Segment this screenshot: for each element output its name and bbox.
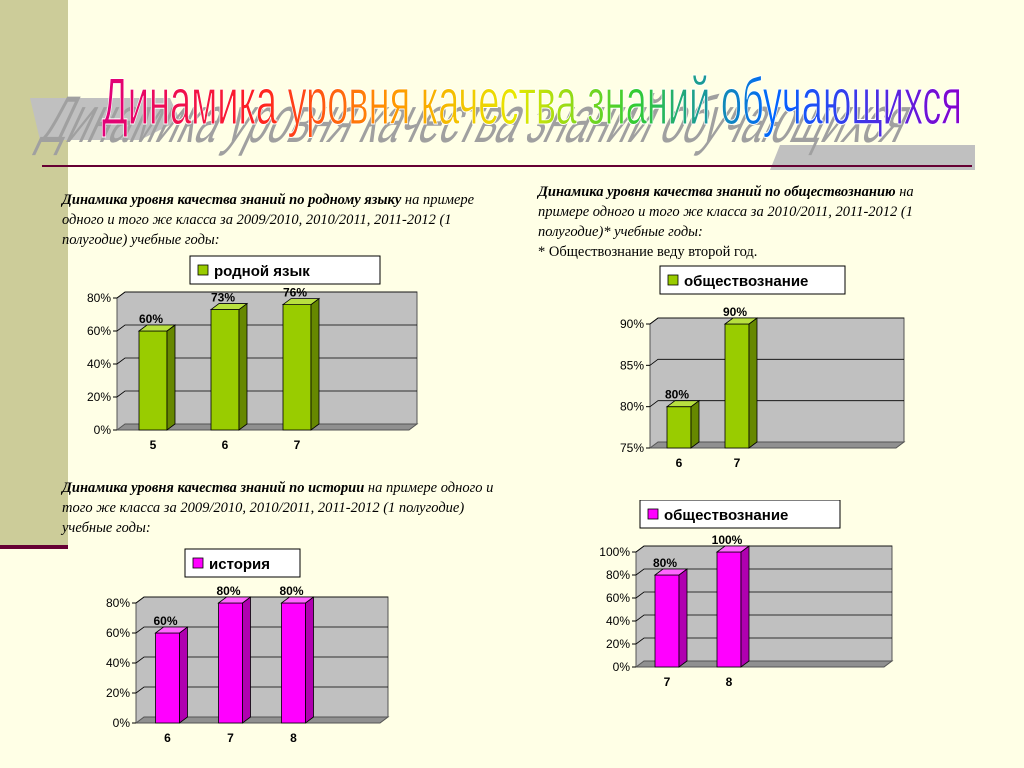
y-tick-label: 20% (87, 390, 111, 404)
chart-social2: обществознание 0% 20% 40% 60% 80% 100% 80% 7 100%… (599, 500, 894, 689)
y-tick-label: 75% (620, 441, 644, 455)
y-tick-label: 85% (620, 358, 644, 372)
gridline (649, 358, 904, 366)
legend-label: родной язык (214, 263, 310, 280)
history-description-rest: на примере одного и того же класса за 20… (62, 480, 494, 536)
legend: родной язык (189, 255, 381, 285)
y-tick-label: 80% (620, 400, 644, 414)
x-tick-label: 7 (294, 438, 301, 452)
y-tick-label: 100% (599, 545, 630, 559)
x-tick-label: 7 (734, 456, 741, 470)
bar (665, 399, 701, 449)
gridline (635, 568, 892, 576)
gridline (649, 400, 904, 407)
bar (137, 324, 177, 431)
left-decor-line (0, 545, 68, 549)
y-tick-label: 40% (106, 656, 130, 670)
legend-swatch (197, 264, 209, 276)
legend-label: обществознание (684, 273, 808, 290)
legend: обществознание (659, 265, 846, 295)
title-shadow: Динамика уровня качества знаний обучающи… (31, 82, 926, 156)
title-shadow-right (770, 145, 975, 170)
data-label: 100% (712, 533, 743, 547)
data-label: 80% (665, 388, 689, 402)
y-tick-label: 40% (606, 614, 630, 628)
social-description-rest: на примере одного и того же класса за 20… (538, 184, 914, 240)
gridline (649, 317, 904, 325)
chart-native: родной язык 0% 20% 40% 60% 80% 60% 5 73% 6 76% 7 (87, 255, 419, 452)
data-label: 73% (211, 291, 235, 305)
bar (715, 545, 751, 668)
bar (280, 596, 315, 724)
gridline (116, 324, 417, 332)
y-tick-label: 20% (106, 686, 130, 700)
y-tick-label: 80% (106, 596, 130, 610)
data-label: 80% (279, 584, 303, 598)
gridline (635, 614, 892, 622)
data-label: 90% (723, 305, 747, 319)
y-tick-label: 20% (606, 637, 630, 651)
gridline (116, 390, 417, 398)
gridline (635, 545, 892, 553)
native-description-rest: на примере одного и того же класса за 20… (62, 192, 475, 248)
x-tick-label: 8 (290, 731, 297, 745)
chart-social1: обществознание 75% 80% 85% 90% 80% 6 90% 7 (620, 265, 906, 470)
y-tick-label: 0% (613, 660, 631, 674)
social-description-note: * Обществознание веду второй год. (538, 244, 758, 260)
legend-swatch (647, 508, 659, 520)
plot-floor (648, 441, 906, 449)
left-decor-bar (0, 0, 68, 545)
native-description: Динамика уровня качества знаний по родно… (62, 190, 502, 250)
y-tick-label: 80% (87, 291, 111, 305)
title-shadow-left (30, 98, 180, 140)
x-tick-label: 8 (726, 675, 733, 689)
legend: история (184, 548, 301, 578)
bar (281, 297, 321, 431)
gridline (116, 291, 417, 299)
x-tick-label: 7 (227, 731, 234, 745)
data-label: 60% (139, 312, 163, 326)
data-label: 76% (283, 286, 307, 300)
bar (723, 317, 759, 449)
y-tick-label: 0% (113, 716, 131, 730)
social-description: Динамика уровня качества знаний по общес… (538, 182, 968, 262)
native-description-bold: Динамика уровня качества знаний по родно… (62, 192, 402, 208)
x-tick-label: 6 (676, 456, 683, 470)
title-art: Динамика уровня качества знаний обучающи… (30, 64, 975, 170)
y-tick-label: 60% (106, 626, 130, 640)
data-label: 80% (653, 556, 677, 570)
gridline (635, 637, 892, 645)
legend-swatch (667, 274, 679, 286)
plot-floor (634, 660, 894, 668)
legend: обществознание (639, 500, 841, 529)
y-tick-label: 80% (606, 568, 630, 582)
legend-label: история (209, 556, 270, 573)
data-label: 60% (153, 614, 177, 628)
x-tick-label: 6 (164, 731, 171, 745)
bar (217, 596, 252, 724)
bar (154, 626, 189, 724)
gridline (116, 357, 417, 365)
history-description: Динамика уровня качества знаний по истор… (62, 478, 507, 538)
bar (653, 568, 689, 668)
page-title: Динамика уровня качества знаний обучающи… (102, 64, 962, 138)
social-description-bold: Динамика уровня качества знаний по общес… (538, 184, 896, 200)
y-tick-label: 0% (94, 423, 112, 437)
y-tick-label: 40% (87, 357, 111, 371)
x-tick-label: 7 (664, 675, 671, 689)
x-tick-label: 6 (222, 438, 229, 452)
chart-history: история 0% 20% 40% 60% 80% 60% 6 80% 7 80% 8 (106, 548, 390, 745)
legend-label: обществознание (664, 507, 788, 524)
gridline (635, 591, 892, 599)
x-tick-label: 5 (150, 438, 157, 452)
title-rule (42, 165, 972, 167)
history-description-bold: Динамика уровня качества знаний по истор… (62, 480, 365, 496)
y-tick-label: 60% (87, 324, 111, 338)
legend-swatch (192, 557, 204, 569)
bar (209, 302, 249, 431)
y-tick-label: 60% (606, 591, 630, 605)
y-tick-label: 90% (620, 317, 644, 331)
data-label: 80% (216, 584, 240, 598)
